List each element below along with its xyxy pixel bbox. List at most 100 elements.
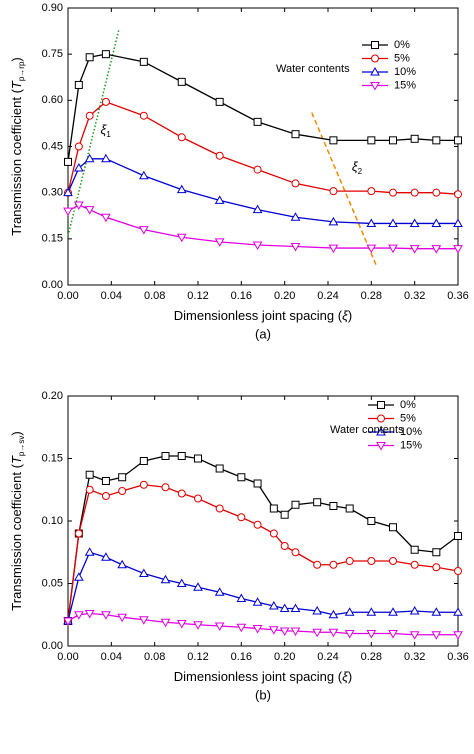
marker [454,567,462,575]
marker [371,54,379,63]
marker [329,560,338,569]
marker [367,187,376,196]
marker [409,631,420,640]
marker [269,529,278,538]
marker [409,605,420,615]
marker [388,607,398,616]
legend-label: 10% [400,426,422,438]
series-line [67,158,458,225]
marker [344,630,355,639]
marker [63,187,73,197]
marker [73,163,84,172]
legend-marker [371,41,379,49]
marker [291,548,300,557]
guide-line [311,112,378,267]
guide-label-symbol: ξ [101,123,108,138]
x-tick-label: 0.12 [187,651,208,663]
marker [410,188,419,197]
x-tick-label: 0.24 [317,290,338,302]
legend-marker [376,426,386,436]
y-axis-label-part: ) [9,431,24,435]
marker [138,170,149,180]
y-axis-label: Transmission coefficient (Tp→sv) [9,431,26,610]
y-tick-label: 0.15 [42,452,63,464]
marker [431,218,442,227]
marker [139,57,148,66]
marker [389,557,397,565]
marker [410,545,419,554]
y-axis-label-part: T [9,455,24,464]
marker [345,504,354,513]
marker [101,153,111,163]
marker [236,593,247,602]
marker [118,487,127,495]
marker [291,179,300,188]
marker [409,245,420,254]
marker [177,77,186,86]
x-tick-label: 0.04 [101,651,122,663]
marker [290,243,301,252]
marker [85,485,94,494]
marker [214,587,225,596]
x-tick-label: 0.24 [317,651,338,663]
marker [312,628,323,638]
y-tick-label: 0.15 [42,233,63,245]
y-tick-label: 0.30 [42,187,63,199]
marker [236,623,247,633]
marker [366,244,377,254]
marker [269,504,278,513]
x-axis-label-part: Dimensionless joint spacing ( [174,669,343,684]
legend-label: 5% [394,52,410,64]
marker [84,153,95,163]
marker [177,452,186,460]
marker [389,523,397,532]
x-tick-label: 0.08 [144,651,165,663]
marker [85,111,94,120]
marker [138,616,149,625]
marker [366,607,377,616]
x-tick-label: 0.00 [57,651,78,663]
marker [176,184,187,194]
legend-marker [371,54,379,63]
marker [252,241,263,250]
legend-label: 5% [400,412,416,424]
marker [410,560,419,569]
marker [367,557,376,565]
y-tick-label: 0.20 [42,390,63,402]
y-axis-label-part: p→sv [17,436,26,456]
legend-marker [376,442,386,451]
marker [139,111,148,120]
marker [237,473,246,482]
legend-label: 0% [394,39,410,51]
marker [367,136,376,145]
marker [290,212,301,221]
x-axis-label-part: ) [348,669,352,684]
marker [101,213,111,223]
marker [214,622,225,632]
x-tick-label: 0.04 [101,290,122,302]
legend-label: 0% [400,399,416,411]
series-line [67,612,458,636]
guide-label: ξ2 [352,159,363,176]
marker [328,609,339,619]
marker [252,204,263,214]
marker [101,611,111,620]
series-line [67,101,459,195]
marker [215,464,224,473]
guide-label: ξ1 [101,123,112,140]
x-axis-label-part: ξ [342,308,349,323]
marker [366,630,377,639]
marker [388,244,398,254]
marker [194,494,202,503]
marker [177,489,186,498]
marker [453,245,463,254]
legend-marker [370,66,380,76]
marker [377,401,385,409]
marker [101,552,111,561]
marker [389,188,397,197]
marker [280,542,289,550]
marker [74,142,83,151]
x-tick-label: 0.36 [447,290,468,302]
marker [215,151,224,160]
